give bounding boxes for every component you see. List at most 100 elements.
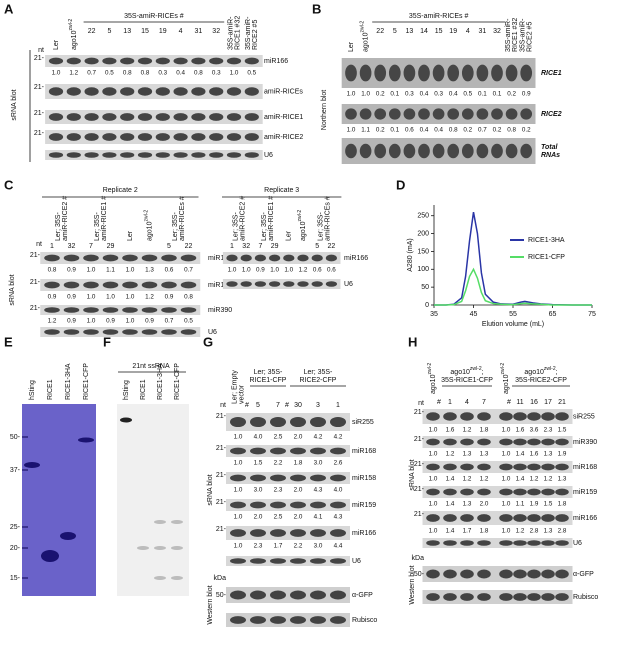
band [460, 412, 474, 421]
size-marker: 21- [30, 279, 41, 286]
lane-label: Ler [286, 230, 293, 241]
lane-number: 1 [50, 243, 54, 250]
band [244, 87, 259, 96]
band [403, 108, 416, 120]
band [499, 488, 513, 496]
quant: 4.0 [334, 487, 343, 494]
band [311, 281, 323, 287]
size-marker: 21- [414, 461, 425, 468]
band [83, 307, 99, 313]
row-label: amiR-RICEs [264, 88, 303, 95]
group-label-part: zwl-2 [544, 366, 556, 372]
lane-number: 5 [256, 402, 260, 409]
band [491, 143, 503, 159]
band [44, 254, 60, 262]
lane-number: 4 [465, 399, 469, 406]
quant: 1.7 [463, 528, 472, 535]
band [527, 463, 541, 471]
quant: 0.6 [165, 267, 174, 274]
band [461, 64, 474, 82]
lane-label: amiR-RICEs # [179, 196, 186, 241]
band [230, 590, 246, 600]
band [418, 143, 430, 159]
rna-band [171, 520, 183, 524]
band [283, 281, 295, 287]
quant: 2.0 [294, 487, 303, 494]
band [499, 540, 513, 546]
band [527, 488, 541, 496]
quant: 2.8 [530, 528, 539, 535]
lane-number: 32 [242, 243, 250, 250]
quant: 1.0 [87, 318, 96, 325]
quant: 0.8 [141, 70, 150, 77]
lane-number: 22 [328, 243, 336, 250]
group-label: Ler; 35S- [254, 369, 283, 376]
quant: 1.0 [126, 294, 135, 301]
quant: 4.2 [334, 434, 343, 441]
side-label: sRNA blot [409, 459, 416, 490]
blot-strip [40, 279, 201, 291]
rna-band [171, 546, 183, 550]
band [476, 108, 489, 120]
quant: 0.9 [256, 267, 265, 274]
band [443, 593, 457, 601]
quant: 1.6 [516, 427, 525, 434]
lane-label: Ler; 35S- [261, 212, 268, 241]
band [44, 307, 60, 313]
blot-strip [40, 305, 201, 315]
band [270, 558, 286, 564]
band [374, 143, 387, 159]
lane-number: 7 [482, 399, 486, 406]
quant: 1.2 [145, 294, 154, 301]
band [555, 569, 569, 579]
quant: 1.8 [480, 528, 489, 535]
quant: 0.5 [463, 91, 472, 98]
row-label: miR159 [573, 489, 597, 496]
quant: 1.0 [429, 476, 438, 483]
row-label: miR166 [208, 255, 232, 262]
band [250, 529, 266, 537]
band [122, 281, 138, 289]
row-label: miR390 [573, 439, 597, 446]
quant: 0.8 [184, 294, 193, 301]
band [359, 64, 372, 82]
band [137, 113, 153, 121]
band [513, 438, 527, 446]
band [541, 569, 555, 579]
quant: 0.1 [493, 91, 502, 98]
band [325, 281, 338, 287]
rna-band [171, 576, 183, 580]
band [254, 281, 267, 287]
group-label-part: ago10 [524, 369, 544, 376]
row-label: miR159 [352, 502, 376, 509]
band [244, 152, 259, 158]
group-label: ago10zwl-2; [524, 366, 557, 376]
lane-number: 7 [89, 243, 93, 250]
panel-letter: F [103, 334, 111, 349]
quant: 0.6 [313, 267, 322, 274]
lane-number: 15 [141, 28, 149, 35]
band [137, 57, 153, 65]
row-label: miR166 [573, 515, 597, 522]
quant: 0.8 [194, 70, 203, 77]
band [84, 133, 99, 141]
band [191, 87, 206, 96]
band [330, 529, 346, 537]
band [63, 329, 80, 335]
lane-number: 29 [107, 243, 115, 250]
band [191, 133, 206, 141]
group-label: 35S-RICE1-CFP [441, 377, 493, 384]
row-label: amiR-RICE1 [264, 114, 303, 121]
lane-hash: # [285, 402, 289, 409]
lane-label: ago10zwl-2 [500, 363, 510, 394]
lane-label: hSting [29, 380, 36, 400]
band [191, 57, 206, 65]
quant: 0.9 [522, 91, 531, 98]
band [310, 590, 326, 600]
band [555, 593, 569, 601]
band [102, 254, 119, 262]
lane-label: 35S-amiR- [245, 16, 252, 50]
band [254, 254, 267, 262]
quant: 0.1 [478, 91, 487, 98]
band [527, 412, 541, 421]
